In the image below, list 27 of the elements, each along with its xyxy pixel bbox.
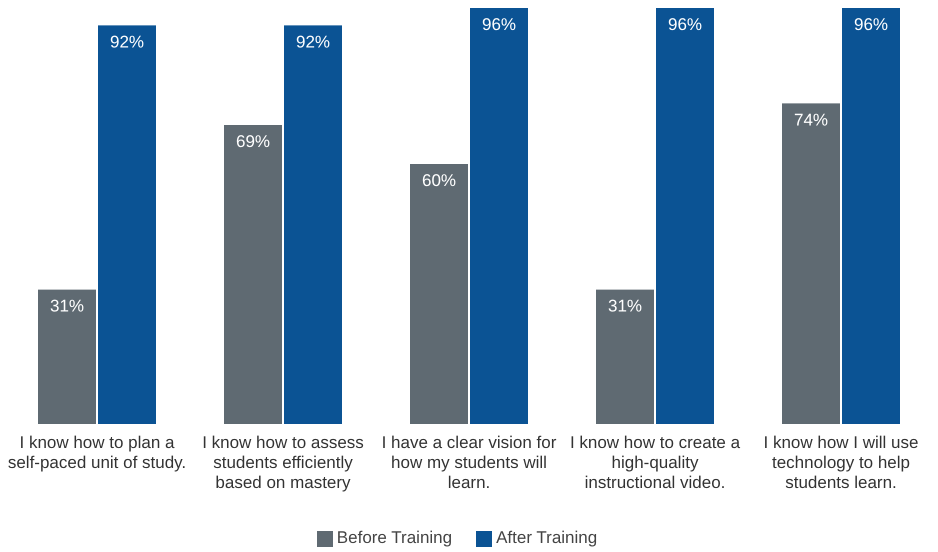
data-label: 31% (608, 296, 642, 316)
data-label: 74% (794, 110, 828, 130)
data-label: 31% (50, 296, 84, 316)
bar (842, 8, 900, 424)
data-label: 60% (422, 171, 456, 190)
bar (98, 25, 156, 424)
data-label: 96% (854, 15, 888, 34)
bar (410, 164, 468, 424)
x-tick-label: I know how to plan a self-paced unit of study. (8, 433, 186, 472)
bar (656, 8, 714, 424)
x-tick-label: I know how I will use technology to help students learn. (764, 433, 918, 492)
bar (470, 8, 528, 424)
bar (782, 103, 840, 424)
legend-label: After Training (496, 528, 598, 547)
legend-label: Before Training (336, 528, 452, 547)
bar (224, 125, 282, 424)
data-label: 96% (668, 15, 702, 34)
x-tick-label: I know how to assess students efficiently based on mastery (202, 433, 364, 492)
data-label: 92% (296, 32, 330, 52)
x-tick-label: I know how to create a high-quality instructional video. (570, 433, 741, 492)
data-label: 92% (110, 32, 144, 52)
data-label: 96% (482, 15, 516, 34)
bar (596, 290, 654, 424)
bar (38, 290, 96, 424)
bar (284, 25, 342, 424)
data-label: 69% (236, 132, 270, 152)
x-tick-label: I have a clear vision for how my students will learn. (382, 433, 557, 492)
